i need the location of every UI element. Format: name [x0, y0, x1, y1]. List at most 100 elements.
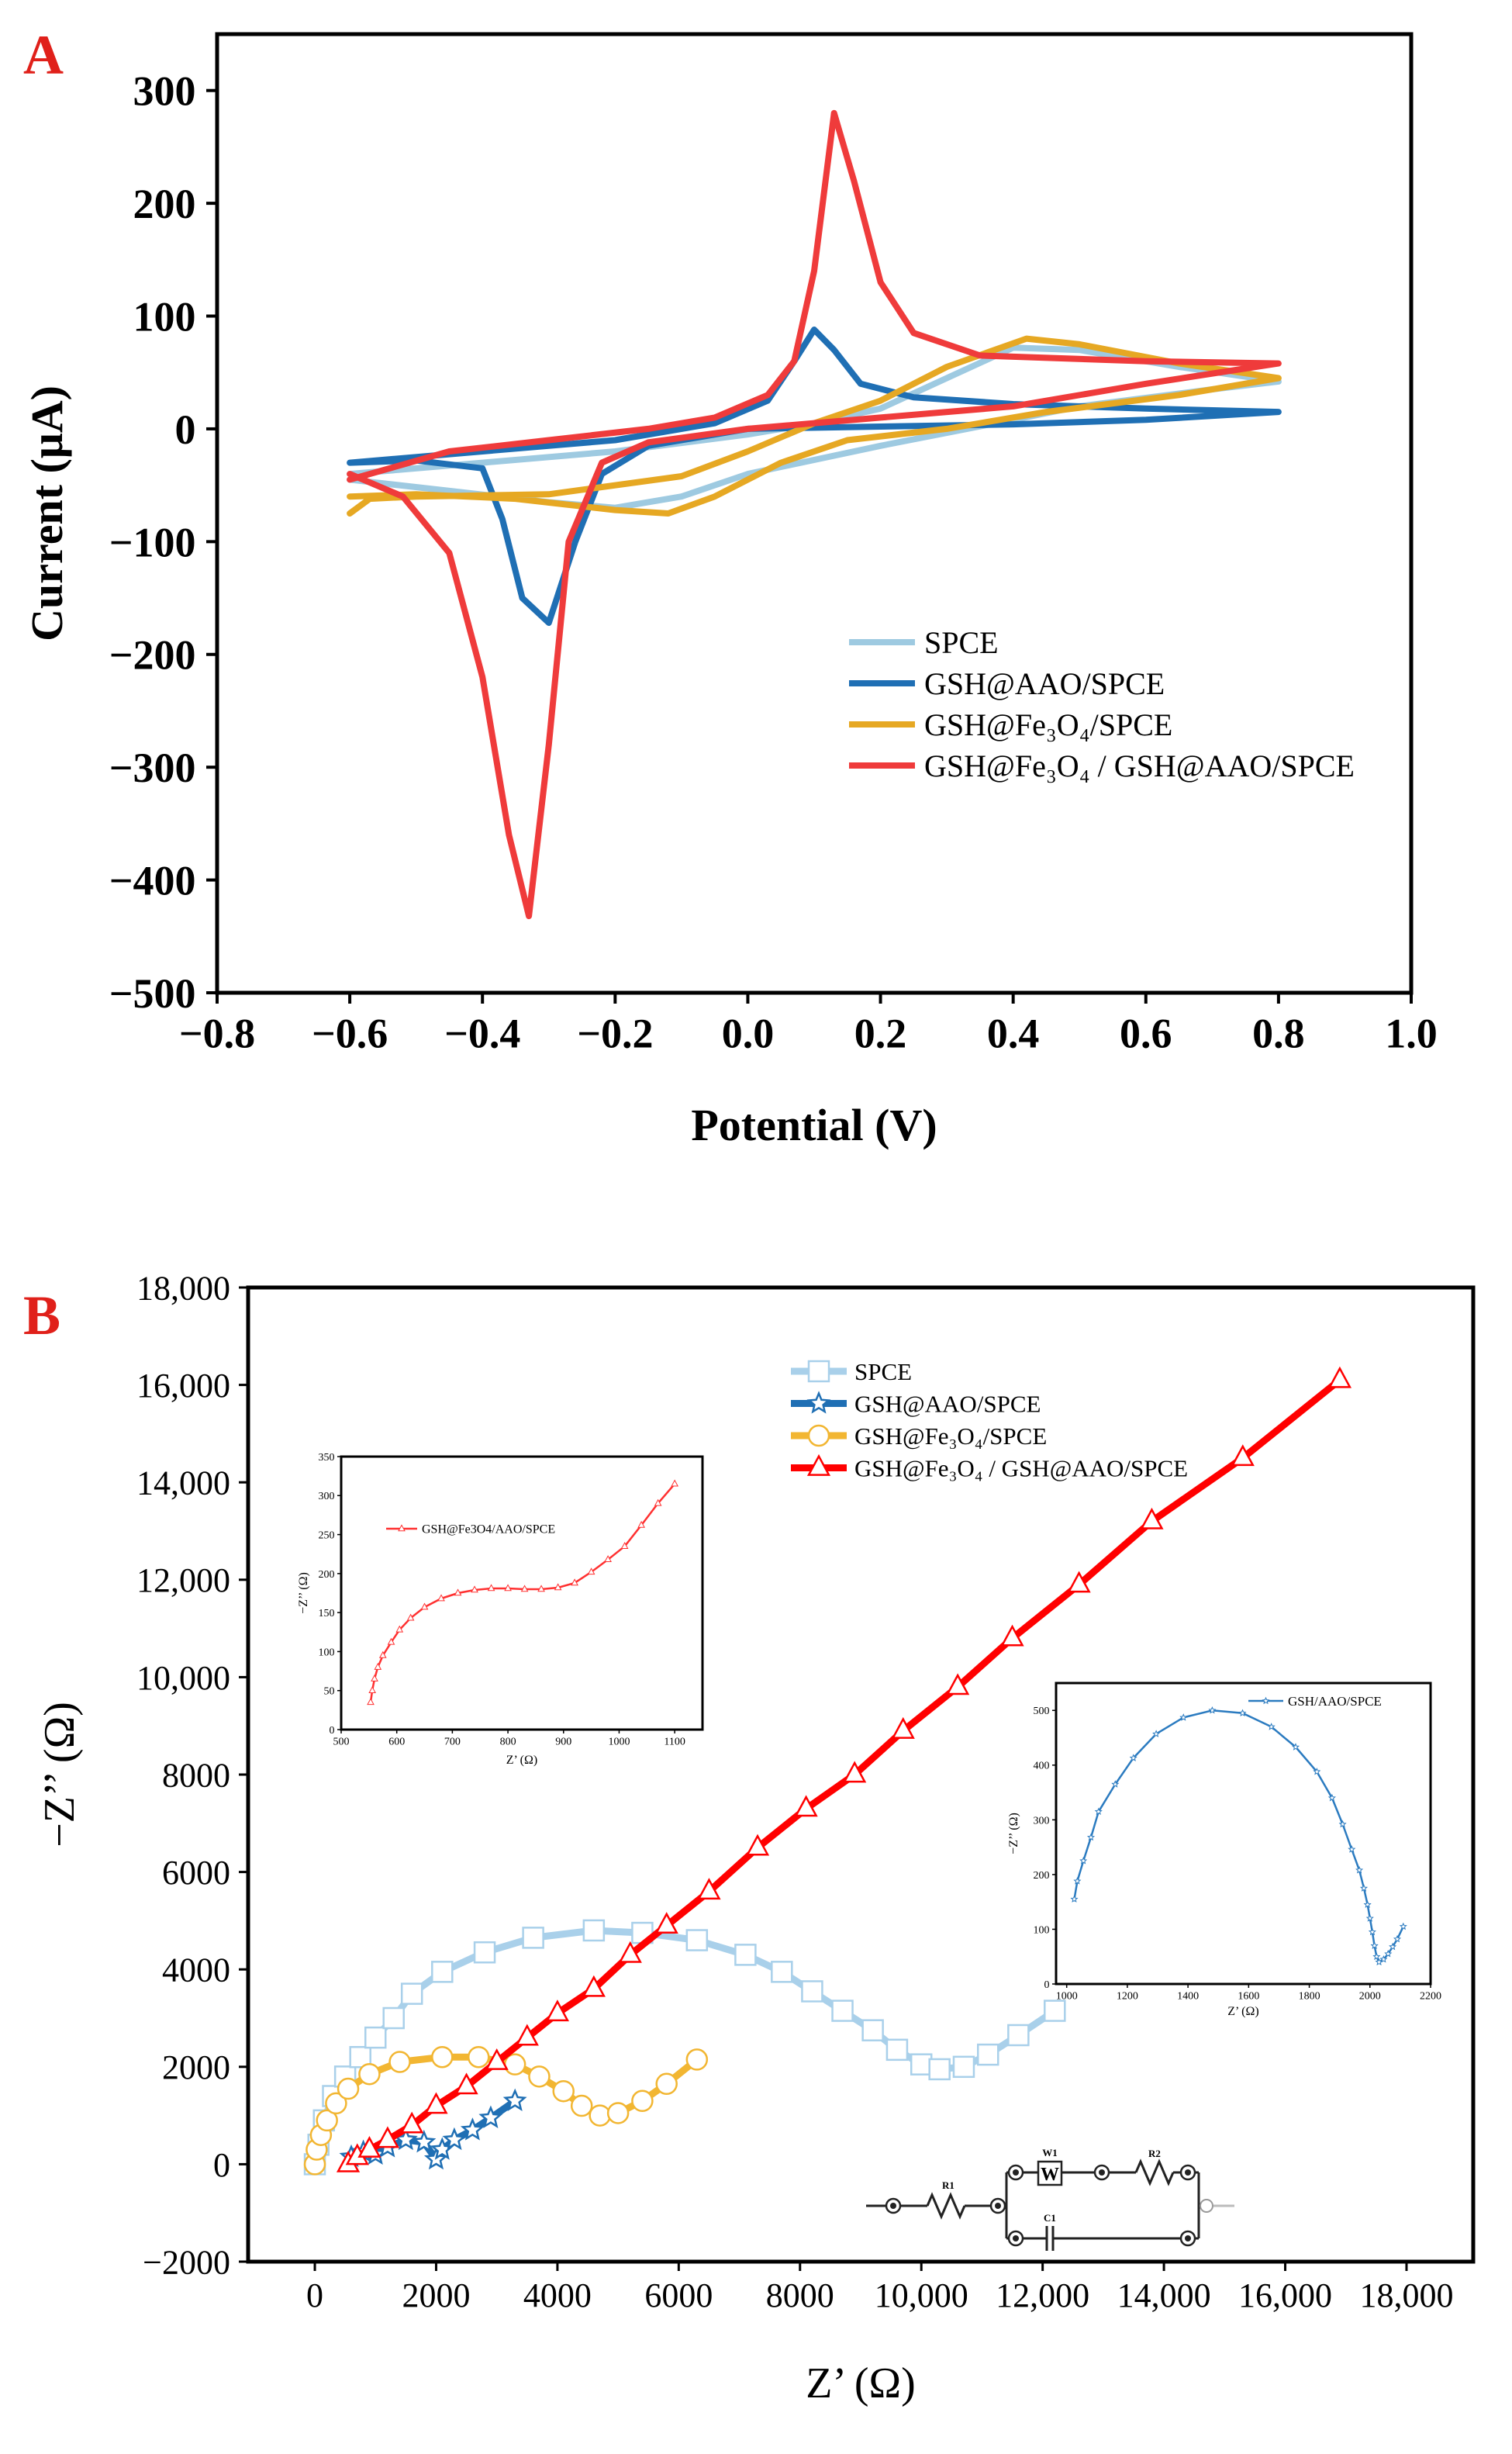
data-point — [1399, 1922, 1407, 1930]
data-point — [400, 2111, 424, 2134]
data-point — [537, 1585, 545, 1592]
y-tick-label: 300 — [133, 68, 196, 115]
data-point — [364, 2026, 387, 2049]
series-3 — [336, 1366, 1352, 2172]
data-point — [620, 1542, 629, 1549]
y-tick-label: 50 — [324, 1686, 335, 1698]
data-point — [582, 1919, 606, 1942]
y-tick-label: 0 — [330, 1725, 335, 1737]
data-point — [442, 2127, 467, 2151]
eis-inset-right: 1000 1200 1400 1600 1800 2000 2200 0 100 200 300 40… — [1007, 1682, 1441, 2018]
data-point — [528, 2065, 551, 2088]
y-tick-label: 14,000 — [136, 1464, 230, 1502]
data-point — [420, 1602, 429, 1610]
data-point — [1044, 1999, 1066, 2022]
data-point — [487, 1584, 495, 1592]
data-point — [316, 2109, 338, 2132]
x-tick-label: 700 — [444, 1737, 461, 1748]
data-point — [554, 1583, 562, 1591]
legend-label: SPCE — [854, 1358, 912, 1385]
data-point — [1379, 1955, 1388, 1963]
data-point — [571, 1578, 578, 1586]
x-tick-label: 4000 — [523, 2276, 592, 2314]
y-axis-label: −Z’’ (Ω) — [1007, 1813, 1020, 1854]
data-point — [424, 2092, 448, 2114]
data-point — [589, 2104, 611, 2127]
cv-plot: −0.8 −0.6 −0.4 −0.2 0.0 0.2 0.4 0.6 0.8 1.0 300 200… — [22, 32, 1438, 1150]
data-point — [1368, 1927, 1376, 1936]
data-point — [910, 2053, 933, 2076]
y-tick-label: 350 — [319, 1452, 335, 1464]
y-tick-label: 0 — [213, 2146, 230, 2184]
y-tick-label: 100 — [1034, 1924, 1050, 1936]
data-point — [1327, 1793, 1336, 1802]
x-tick-label: 16,000 — [1238, 2276, 1332, 2314]
data-point — [946, 1673, 970, 1695]
circuit-node-dot — [1185, 2169, 1191, 2176]
circuit-node-dot — [890, 2203, 896, 2209]
circuit-label: W1 — [1042, 2147, 1058, 2158]
data-point — [504, 1584, 512, 1592]
x-tick-label: 0.2 — [854, 1011, 907, 1057]
y-tick-label: −2000 — [143, 2243, 230, 2281]
data-point — [502, 2088, 527, 2111]
legend-label: GSH@Fe₃O₄/SPCE — [854, 1422, 1047, 1450]
y-tick-label: 300 — [1034, 1815, 1050, 1827]
data-point — [928, 2058, 951, 2081]
legend-marker — [807, 1360, 830, 1383]
circuit-label: C1 — [1044, 2212, 1056, 2224]
y-tick-label: 300 — [319, 1491, 335, 1502]
y-axis-label: −Z’’ (Ω) — [36, 1702, 84, 1847]
x-tick-label: 600 — [388, 1737, 405, 1748]
legend-label: GSH@AAO/SPCE — [854, 1390, 1041, 1417]
circuit-node-dot — [995, 2203, 1001, 2209]
data-point — [582, 1975, 606, 1997]
data-point — [1007, 2024, 1030, 2047]
data-point — [520, 1585, 529, 1592]
x-tick-label: −0.2 — [577, 1011, 653, 1057]
data-point — [885, 2038, 909, 2062]
data-point — [1231, 1444, 1255, 1467]
data-point — [977, 2043, 999, 2066]
circuit-node-dot — [1013, 2169, 1019, 2176]
circuit-node-dot — [1099, 2169, 1105, 2176]
data-point — [378, 1650, 387, 1658]
data-point — [467, 2045, 490, 2069]
y-tick-label: −500 — [109, 970, 196, 1017]
x-tick-label: 500 — [333, 1737, 350, 1748]
data-point — [655, 2072, 678, 2096]
x-axis-label: Z’ (Ω) — [1227, 2005, 1258, 2018]
y-tick-label: 400 — [1034, 1761, 1050, 1772]
data-point — [794, 1795, 818, 1817]
x-tick-label: 1200 — [1117, 1991, 1138, 2003]
data-point — [1238, 1709, 1247, 1717]
data-point — [1372, 1952, 1381, 1961]
y-tick-label: 16,000 — [136, 1367, 230, 1405]
legend-marker — [1262, 1696, 1270, 1705]
circuit-node-dot — [1013, 2235, 1019, 2241]
y-tick-label: 12,000 — [136, 1561, 230, 1599]
series-2 — [303, 2045, 709, 2176]
y-tick-label: −400 — [109, 857, 196, 904]
data-point — [587, 1567, 595, 1575]
data-point — [618, 1941, 642, 1963]
data-point — [685, 2048, 709, 2071]
y-tick-label: 250 — [319, 1529, 335, 1541]
data-point — [368, 1686, 376, 1694]
circuit-terminal — [1200, 2199, 1213, 2213]
data-point — [454, 1588, 462, 1596]
data-point — [1291, 1743, 1300, 1751]
data-point — [1094, 1807, 1103, 1816]
y-tick-label: 200 — [319, 1569, 335, 1581]
data-point — [1355, 1866, 1364, 1874]
data-point — [654, 1912, 678, 1934]
y-axis-label: Current (μA) — [22, 385, 72, 641]
data-point — [1363, 1900, 1372, 1908]
data-point — [1359, 1884, 1369, 1892]
data-point — [671, 1479, 678, 1487]
y-tick-label: 6000 — [162, 1854, 230, 1892]
legend-marker — [807, 1424, 830, 1447]
y-tick-label: 200 — [133, 181, 196, 227]
legend-label: GSH@Fe₃O₄/SPCE — [924, 707, 1172, 742]
